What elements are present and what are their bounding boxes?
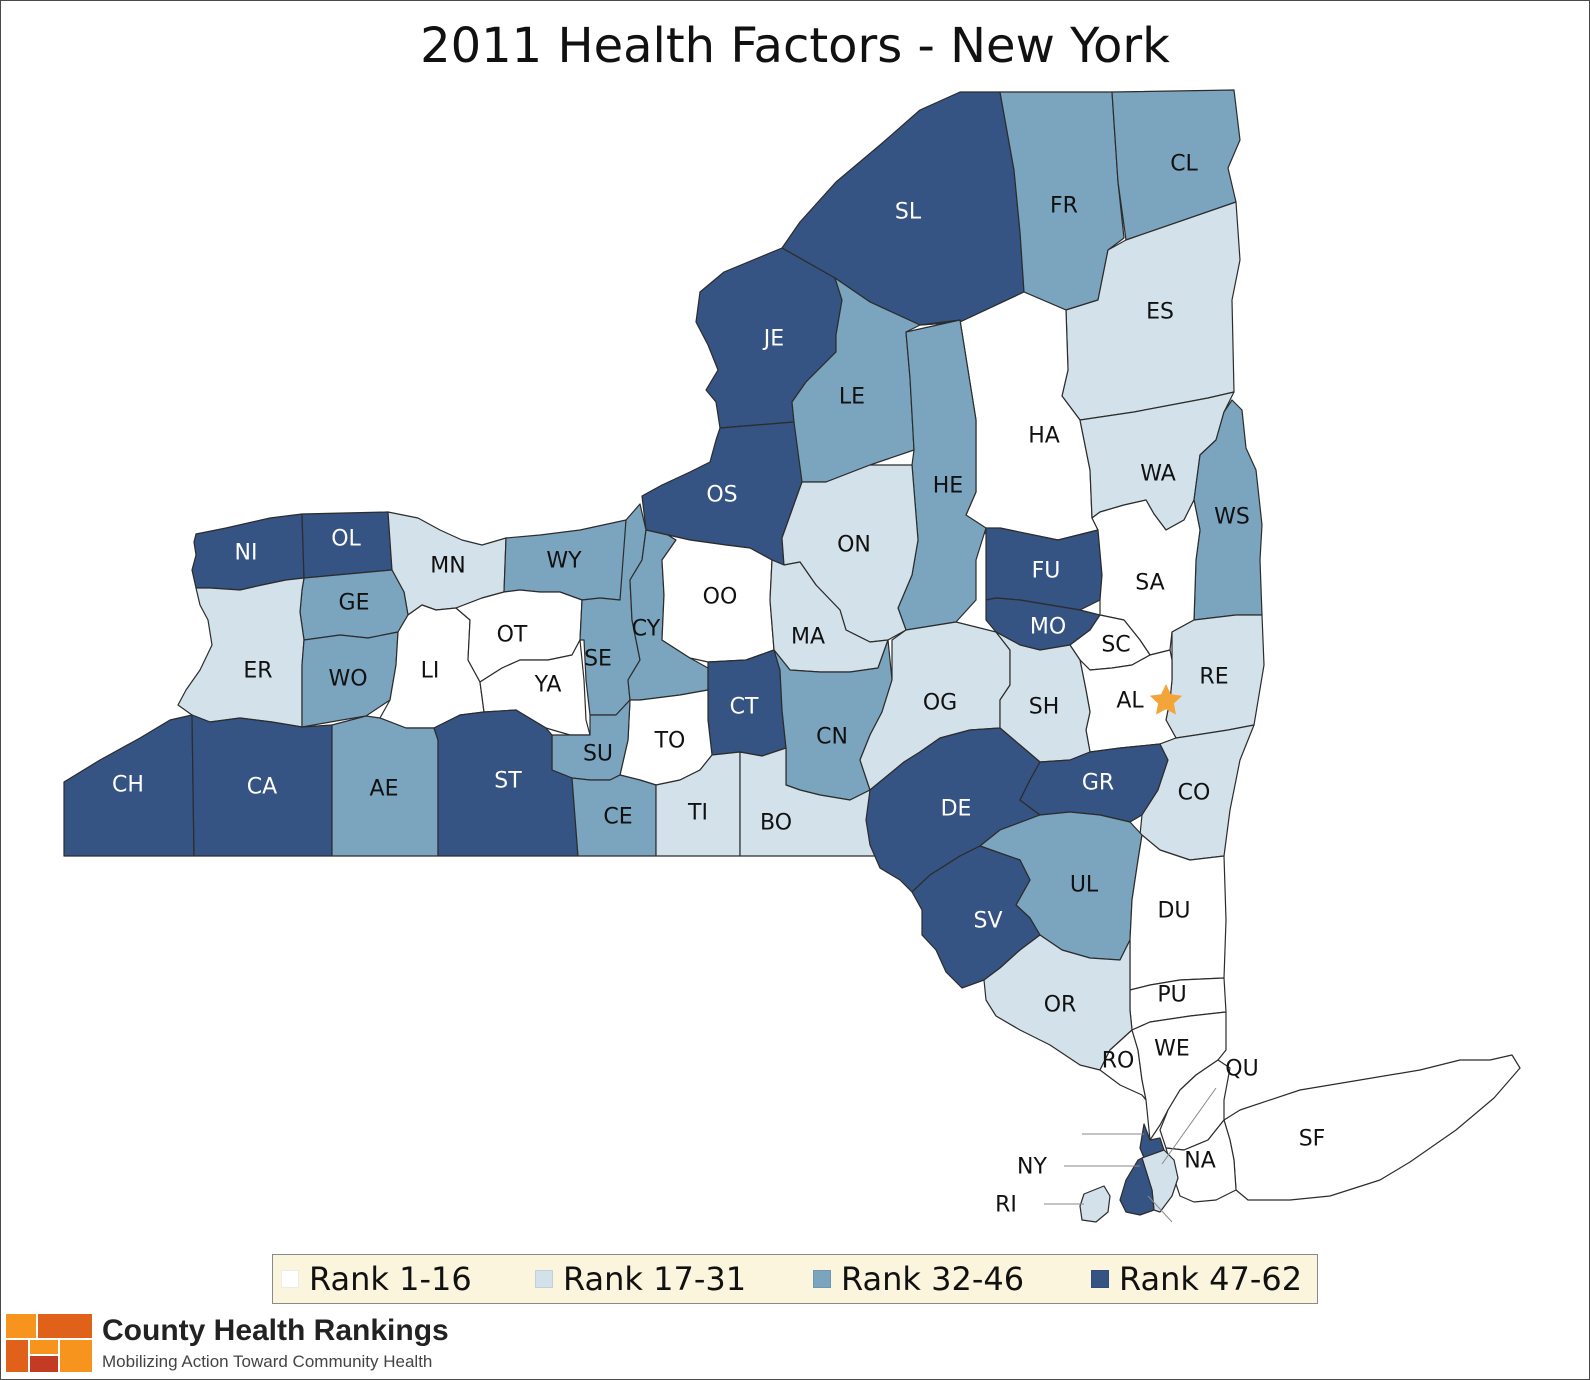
county-label-ki: KI bbox=[1152, 1225, 1173, 1250]
county-label-ch: CH bbox=[112, 773, 144, 798]
county-label-sa: SA bbox=[1135, 571, 1164, 596]
county-er[interactable] bbox=[177, 577, 305, 728]
county-label-le: LE bbox=[839, 385, 865, 410]
county-label-he: HE bbox=[933, 474, 963, 499]
county-health-rankings-branding: County Health Rankings Mobilizing Action… bbox=[6, 1312, 466, 1376]
county-label-sl: SL bbox=[895, 200, 922, 225]
county-label-st: ST bbox=[494, 769, 522, 794]
county-label-cl: CL bbox=[1170, 152, 1198, 177]
county-label-li: LI bbox=[421, 659, 440, 684]
county-label-or: OR bbox=[1044, 993, 1077, 1018]
county-cl[interactable] bbox=[1111, 89, 1241, 241]
county-label-ge: GE bbox=[339, 591, 370, 616]
legend-swatch-tier-3 bbox=[813, 1270, 831, 1288]
legend-item-rank-32-46: Rank 32-46 bbox=[813, 1255, 1024, 1303]
county-bo[interactable] bbox=[739, 747, 881, 857]
county-st[interactable] bbox=[433, 709, 579, 857]
county-label-ni: NI bbox=[235, 541, 258, 566]
county-sf[interactable] bbox=[1223, 1054, 1521, 1201]
county-label-to: TO bbox=[654, 729, 686, 754]
county-label-es: ES bbox=[1146, 300, 1174, 325]
county-label-sv: SV bbox=[973, 909, 1002, 934]
county-label-on: ON bbox=[837, 533, 871, 558]
county-label-ya: YA bbox=[534, 673, 562, 698]
county-label-ri: RI bbox=[995, 1193, 1017, 1218]
new-york-county-map: SL FR CL ES JE LE HA HE WA WS OS ON FU S… bbox=[63, 89, 1521, 1250]
county-ri[interactable] bbox=[1079, 1185, 1111, 1223]
legend-swatch-tier-2 bbox=[535, 1270, 553, 1288]
county-label-ae: AE bbox=[370, 777, 399, 802]
legend-item-rank-17-31: Rank 17-31 bbox=[535, 1255, 746, 1303]
county-label-mo: MO bbox=[1030, 615, 1066, 640]
county-ch[interactable] bbox=[63, 714, 195, 857]
county-label-sh: SH bbox=[1029, 695, 1060, 720]
county-label-bo: BO bbox=[760, 811, 792, 836]
county-or[interactable] bbox=[983, 934, 1133, 1071]
county-label-qu: QU bbox=[1225, 1057, 1258, 1082]
county-label-ws: WS bbox=[1214, 505, 1250, 530]
county-label-re: RE bbox=[1199, 665, 1228, 690]
county-wo[interactable] bbox=[301, 631, 399, 728]
map-title: 2011 Health Factors - New York bbox=[420, 18, 1170, 74]
county-ki[interactable] bbox=[1119, 1157, 1155, 1216]
county-label-oo: OO bbox=[703, 585, 738, 610]
brand-name: County Health Rankings bbox=[102, 1314, 449, 1347]
legend-swatch-tier-1 bbox=[281, 1270, 299, 1288]
county-label-du: DU bbox=[1157, 899, 1190, 924]
county-label-mn: MN bbox=[430, 554, 465, 579]
legend: Rank 1-16 Rank 17-31 Rank 32-46 Rank 47-… bbox=[272, 1254, 1318, 1304]
county-label-ct: CT bbox=[730, 695, 759, 720]
brand-tagline: Mobilizing Action Toward Community Healt… bbox=[102, 1352, 433, 1371]
county-health-rankings-logo-icon bbox=[6, 1314, 92, 1372]
county-label-wy: WY bbox=[546, 549, 582, 574]
county-label-er: ER bbox=[243, 659, 272, 684]
county-label-de: DE bbox=[941, 797, 972, 822]
legend-label: Rank 47-62 bbox=[1119, 1260, 1303, 1298]
county-label-fu: FU bbox=[1032, 559, 1061, 584]
county-label-br: BR bbox=[1041, 1123, 1071, 1148]
county-label-ul: UL bbox=[1070, 873, 1099, 898]
county-label-gr: GR bbox=[1082, 771, 1114, 796]
county-label-ti: TI bbox=[687, 801, 708, 826]
county-label-ot: OT bbox=[497, 623, 528, 648]
county-label-we: WE bbox=[1154, 1037, 1190, 1062]
county-label-ny: NY bbox=[1017, 1155, 1047, 1180]
county-label-sf: SF bbox=[1299, 1127, 1326, 1152]
legend-label: Rank 1-16 bbox=[309, 1260, 472, 1298]
county-label-wa: WA bbox=[1140, 462, 1176, 487]
county-label-ro: RO bbox=[1102, 1049, 1135, 1074]
county-label-ma: MA bbox=[791, 625, 825, 650]
county-label-co: CO bbox=[1178, 781, 1211, 806]
label-leader-lines bbox=[1044, 1087, 1217, 1223]
county-label-ce: CE bbox=[603, 805, 632, 830]
county-ce[interactable] bbox=[571, 774, 657, 857]
legend-label: Rank 17-31 bbox=[563, 1260, 747, 1298]
county-label-se: SE bbox=[584, 647, 612, 672]
legend-item-rank-47-62: Rank 47-62 bbox=[1091, 1255, 1302, 1303]
legend-item-rank-1-16: Rank 1-16 bbox=[281, 1255, 472, 1303]
county-label-al: AL bbox=[1116, 689, 1144, 714]
legend-label: Rank 32-46 bbox=[841, 1260, 1025, 1298]
county-label-cn: CN bbox=[816, 725, 848, 750]
county-label-og: OG bbox=[923, 691, 957, 716]
county-label-sc: SC bbox=[1101, 633, 1130, 658]
county-label-su: SU bbox=[583, 742, 613, 767]
county-label-ca: CA bbox=[247, 775, 277, 800]
legend-swatch-tier-4 bbox=[1091, 1270, 1109, 1288]
capital-star-icon bbox=[1149, 684, 1183, 715]
county-na[interactable] bbox=[1165, 1119, 1237, 1203]
county-label-ol: OL bbox=[331, 527, 361, 552]
county-ca[interactable] bbox=[191, 714, 333, 857]
county-label-pu: PU bbox=[1157, 983, 1186, 1008]
county-label-je: JE bbox=[762, 327, 784, 352]
county-label-ha: HA bbox=[1028, 424, 1060, 449]
county-label-na: NA bbox=[1184, 1149, 1216, 1174]
county-qu[interactable] bbox=[1159, 1059, 1231, 1151]
county-label-cy: CY bbox=[632, 617, 661, 642]
county-label-fr: FR bbox=[1050, 194, 1078, 219]
county-label-wo: WO bbox=[328, 667, 367, 692]
county-label-os: OS bbox=[706, 483, 737, 508]
